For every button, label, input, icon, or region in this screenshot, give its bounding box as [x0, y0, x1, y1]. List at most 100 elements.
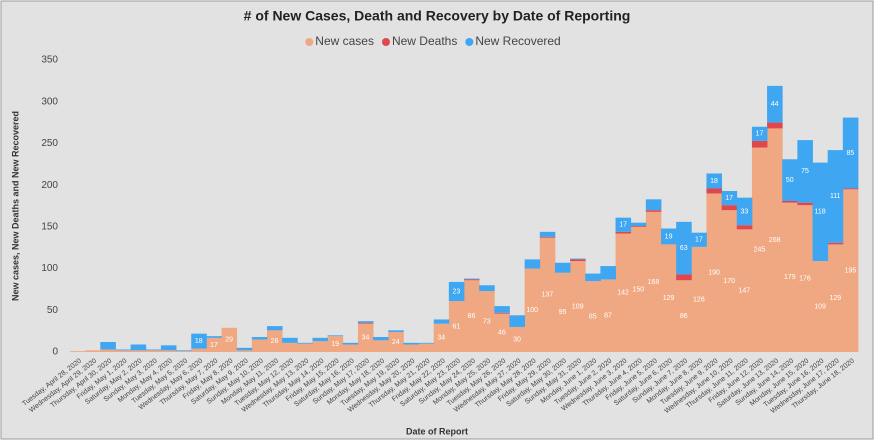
data-label: 86 — [468, 313, 476, 320]
bar-segment — [357, 321, 374, 323]
data-label: 29 — [225, 337, 233, 344]
data-label: 109 — [814, 303, 826, 310]
bar-segment — [145, 350, 162, 352]
bar-segment — [145, 349, 162, 351]
bar-segment — [842, 188, 859, 190]
data-label: 33 — [740, 208, 748, 215]
bar-segment — [645, 211, 662, 352]
y-tick-label: 350 — [41, 55, 58, 66]
data-label: 142 — [617, 290, 629, 297]
bar-segment — [130, 344, 147, 351]
bar-segment — [115, 350, 132, 352]
bar-segment — [767, 128, 783, 352]
legend-label: New cases — [315, 34, 374, 48]
chart-title: # of New Cases, Death and Recovery by Da… — [244, 8, 631, 24]
bar-segment — [373, 336, 389, 341]
bar-segment — [600, 279, 616, 352]
bar-segment — [297, 343, 313, 352]
bar-segment — [721, 205, 738, 211]
data-label: 26 — [271, 338, 279, 345]
bar-segment — [267, 330, 283, 352]
bar-segment — [312, 337, 329, 342]
y-tick-label: 300 — [41, 96, 58, 107]
bar-segment — [115, 349, 132, 351]
bar-segment — [600, 266, 616, 280]
data-label: 46 — [498, 330, 506, 337]
bar-segment — [448, 281, 465, 302]
bar-segment — [85, 350, 101, 352]
bar-segment — [388, 330, 404, 332]
data-label: 24 — [392, 339, 400, 346]
bar-segment — [736, 229, 753, 352]
bar-segment — [236, 347, 253, 351]
bar-segment — [130, 350, 147, 352]
bar-segment — [464, 278, 480, 280]
data-label: 17 — [210, 342, 218, 349]
data-label: 19 — [665, 233, 673, 240]
bar-segment — [827, 242, 844, 245]
data-label: 126 — [693, 296, 705, 303]
bar-segment — [191, 333, 207, 349]
data-label: 75 — [801, 168, 809, 175]
bar-segment — [251, 336, 268, 340]
data-label: 147 — [739, 288, 751, 295]
data-label: 44 — [771, 101, 779, 108]
y-tick-label: 200 — [41, 180, 58, 191]
bar-segment — [736, 225, 753, 230]
bar-segment — [751, 147, 768, 352]
data-label: 109 — [572, 303, 584, 310]
bar-segment — [524, 268, 541, 352]
bar-segment — [524, 259, 541, 269]
bar-segment — [433, 323, 450, 352]
bar-segment — [554, 272, 571, 352]
bar-segment — [160, 350, 177, 352]
bar-segment — [797, 205, 813, 352]
bar-segment — [206, 337, 222, 352]
data-label: 34 — [437, 335, 445, 342]
bar-segment — [312, 341, 329, 352]
data-label: 17 — [619, 222, 627, 229]
bar-segment — [676, 280, 692, 352]
bar-segment — [706, 173, 723, 189]
x-axis-title: Date of Report — [406, 426, 468, 436]
data-label: 129 — [829, 295, 841, 302]
data-label: 23 — [453, 288, 461, 295]
data-label: 30 — [513, 336, 521, 343]
data-label: 17 — [725, 195, 733, 202]
legend-marker — [381, 38, 390, 46]
bar-segment — [797, 140, 813, 203]
bar-segment — [160, 345, 177, 351]
bar-segment — [615, 231, 632, 234]
bar-segment — [357, 322, 374, 324]
bar-segment — [464, 280, 480, 352]
bar-segment — [297, 342, 313, 344]
data-label: 179 — [784, 274, 796, 281]
bar-segment — [539, 236, 556, 238]
bar-segment — [645, 210, 662, 212]
y-tick-label: 0 — [52, 347, 58, 358]
bar-segment — [630, 226, 647, 352]
data-label: 86 — [680, 313, 688, 320]
bar-segment — [661, 244, 677, 352]
bar-segment — [100, 341, 116, 350]
bar-segment — [251, 339, 268, 352]
bar-segment — [751, 126, 768, 141]
bar-segment — [373, 340, 389, 352]
data-label: 245 — [754, 247, 766, 254]
bar-segment — [206, 336, 222, 338]
bar-segment — [327, 336, 344, 352]
bar-segment — [706, 188, 723, 194]
data-label: 268 — [769, 237, 781, 244]
bar-segment — [554, 262, 571, 273]
data-label: 195 — [845, 268, 857, 275]
bar-segment — [585, 281, 601, 352]
legend-marker — [305, 38, 314, 46]
y-tick-label: 100 — [41, 263, 58, 274]
data-label: 168 — [648, 279, 660, 286]
bar-segment — [282, 342, 298, 352]
bar-segment — [357, 323, 374, 352]
bar-segment — [842, 117, 859, 189]
bar-segment — [221, 327, 238, 352]
